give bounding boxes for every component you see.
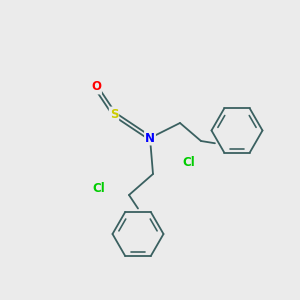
Text: S: S — [110, 107, 118, 121]
Text: Cl: Cl — [93, 182, 105, 196]
Text: N: N — [145, 131, 155, 145]
Text: Cl: Cl — [183, 155, 195, 169]
Text: O: O — [91, 80, 101, 94]
